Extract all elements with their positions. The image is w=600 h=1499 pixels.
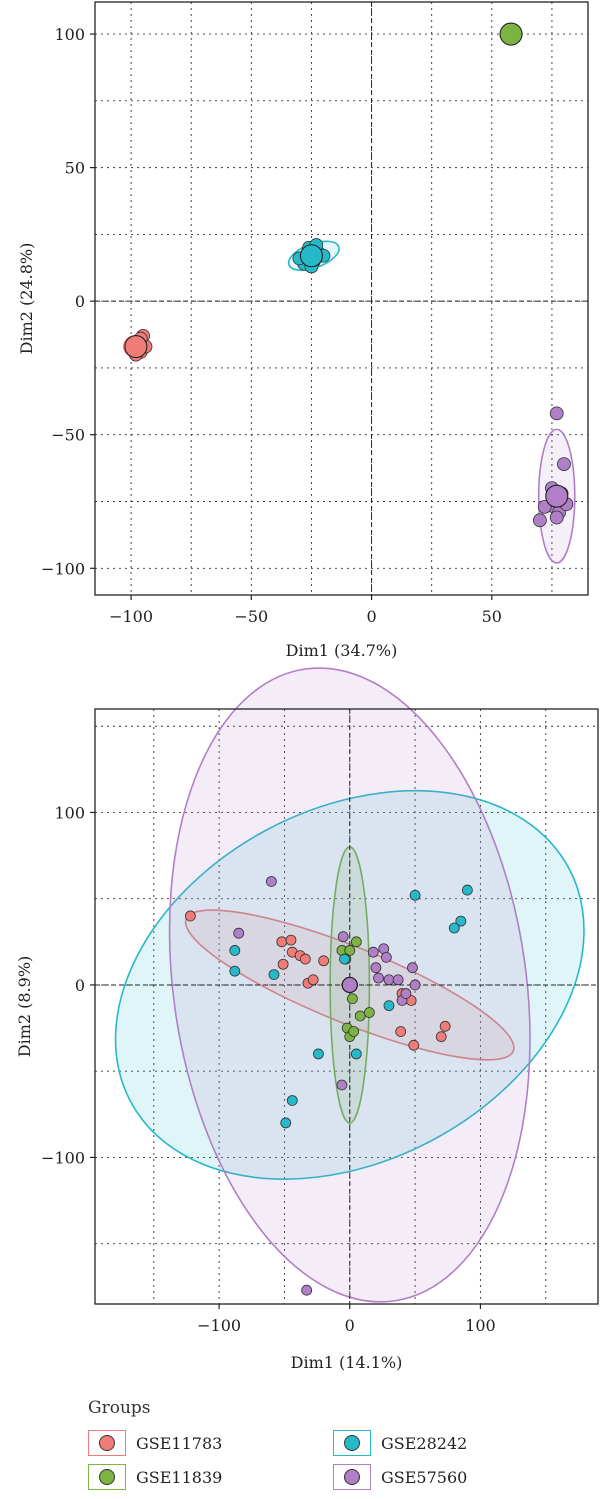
data-point-gse28242 xyxy=(383,1000,395,1012)
y-tick-label: 0 xyxy=(75,292,85,311)
data-point-gse57560 xyxy=(233,927,245,939)
data-point-gse11839 xyxy=(350,936,362,948)
data-point-gse28242 xyxy=(268,969,280,980)
data-point-gse57560 xyxy=(400,988,412,999)
legend-label: GSE11783 xyxy=(136,1433,223,1453)
data-point-gse11783 xyxy=(276,936,288,948)
legend-label: GSE28242 xyxy=(381,1433,468,1453)
data-point-gse11783 xyxy=(439,1020,451,1032)
data-point-gse11839 xyxy=(348,1026,360,1037)
data-point-gse57560 xyxy=(380,951,392,963)
data-point-gse28242 xyxy=(229,945,241,956)
x-tick-label: 100 xyxy=(465,1316,496,1335)
data-point-gse28242 xyxy=(350,1048,362,1060)
data-point-gse57560 xyxy=(557,457,571,472)
legend-key-gse57560 xyxy=(333,1464,371,1490)
legend-dot-icon xyxy=(99,1469,115,1485)
x-axis-label: Dim1 (34.7%) xyxy=(286,641,398,660)
data-point-gse11783 xyxy=(299,953,311,965)
y-tick-label: 50 xyxy=(65,159,85,178)
legend-item-gse11783: GSE11783 xyxy=(88,1430,222,1456)
x-tick-label: −100 xyxy=(197,1316,241,1335)
data-point-gse57560 xyxy=(373,972,384,984)
plot-frame xyxy=(94,1,589,596)
data-point-gse28242 xyxy=(229,965,241,977)
y-axis-label: Dim2 (8.9%) xyxy=(15,956,34,1058)
plot-panel-2: −100 0 100 −100 0 100 Dim1 (14.1%) Dim2 (8.9%) xyxy=(15,667,599,1372)
legend-dot-icon xyxy=(99,1435,115,1451)
legend: Groups GSE11783 GSE28242 GSE11839 GSE575… xyxy=(88,1398,588,1493)
data-point-gse11783 xyxy=(318,955,330,967)
data-point-gse28242 xyxy=(455,915,467,927)
legend-item-gse11839: GSE11839 xyxy=(88,1464,222,1490)
legend-label: GSE57560 xyxy=(381,1467,468,1487)
data-point-gse57560 xyxy=(367,946,379,958)
y-axis-label: Dim2 (24.8%) xyxy=(17,243,36,355)
data-point-gse11783 xyxy=(277,958,289,970)
data-point-gse57560 xyxy=(409,979,421,991)
data-point-gse57560 xyxy=(370,962,382,974)
data-point-gse11839 xyxy=(346,993,358,1005)
data-point-gse57560 xyxy=(336,1079,348,1091)
data-point-gse11783 xyxy=(307,974,319,986)
data-point-gse28242 xyxy=(448,922,460,934)
data-point-gse57560 xyxy=(549,406,564,421)
data-point-gse57560 xyxy=(549,510,564,525)
data-point-gse57560 xyxy=(392,974,404,986)
data-point-gse11783 xyxy=(408,1039,420,1051)
legend-key-gse11783 xyxy=(88,1430,126,1456)
x-tick-label: −50 xyxy=(234,607,268,626)
pca-figure: −100 −50 0 50 −100 −50 0 50 100 Dim1 (34.7%) Dim2 … xyxy=(15,1,599,1372)
data-point-gse57560 xyxy=(533,513,547,528)
data-point-gse28242 xyxy=(280,1117,292,1129)
legend-item-gse28242: GSE28242 xyxy=(333,1430,467,1456)
legend-dot-icon xyxy=(344,1435,360,1451)
y-tick-label: 0 xyxy=(75,976,85,995)
data-point-gse28242 xyxy=(461,884,473,896)
data-point-gse28242 xyxy=(339,953,350,965)
centroid-gse11783 xyxy=(124,335,148,359)
y-tick-label: −100 xyxy=(41,559,85,578)
y-tick-label: 100 xyxy=(54,803,85,822)
legend-key-gse11839 xyxy=(88,1464,126,1490)
data-point-gse57560 xyxy=(337,931,349,943)
legend-item-gse57560: GSE57560 xyxy=(333,1464,467,1490)
x-tick-label: −100 xyxy=(109,607,153,626)
legend-key-gse28242 xyxy=(333,1430,371,1456)
data-point-gse57560 xyxy=(301,1284,313,1296)
data-point-gse57560 xyxy=(383,974,395,986)
x-tick-label: 50 xyxy=(482,607,502,626)
centroid-gse57560 xyxy=(341,976,358,993)
centroid-gse57560 xyxy=(545,484,569,508)
data-point-gse28242 xyxy=(409,889,421,901)
y-tick-label: −100 xyxy=(41,1148,85,1167)
y-tick-label: 100 xyxy=(54,25,85,44)
data-point-gse57560 xyxy=(265,876,277,887)
legend-title: Groups xyxy=(88,1398,151,1418)
x-tick-label: 0 xyxy=(366,607,376,626)
plot-frame xyxy=(94,708,599,1305)
data-point-gse28242 xyxy=(286,1095,298,1106)
y-tick-label: −50 xyxy=(51,426,85,445)
data-point-gse11839 xyxy=(363,1007,375,1018)
x-tick-label: 0 xyxy=(345,1316,355,1335)
x-axis-label: Dim1 (14.1%) xyxy=(291,1353,403,1372)
legend-dot-icon xyxy=(344,1469,360,1485)
plot-panel-1: −100 −50 0 50 −100 −50 0 50 100 Dim1 (34.7%) Dim2 … xyxy=(17,1,589,660)
legend-label: GSE11839 xyxy=(136,1467,223,1487)
centroid-gse11839 xyxy=(499,22,523,46)
data-point-gse11783 xyxy=(184,910,196,922)
data-point-gse28242 xyxy=(313,1048,324,1060)
data-point-gse11783 xyxy=(435,1031,447,1043)
centroid-gse28242 xyxy=(299,244,323,268)
data-point-gse57560 xyxy=(407,962,418,974)
data-point-gse11783 xyxy=(285,934,297,946)
data-point-gse11783 xyxy=(395,1026,407,1037)
data-point-gse11839 xyxy=(354,1010,366,1022)
